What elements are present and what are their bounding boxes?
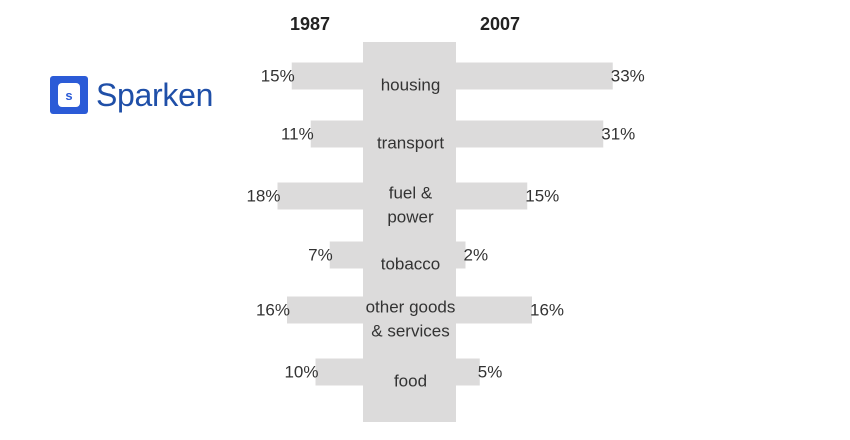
bar-left [310,120,363,148]
left-series-header: 1987 [290,14,330,34]
bar-left [329,241,363,269]
sparken-logo-text: Sparken [96,76,214,113]
data-label-right: 15% [525,186,559,205]
bar-right [456,358,480,386]
bar-left [277,182,363,210]
category-label: fuel & [389,183,433,202]
data-label-right: 2% [464,245,489,264]
category-label: food [394,371,427,390]
sparken-logo-letter: s [58,83,80,107]
bar-right [456,296,532,324]
bar-left [287,296,363,324]
sparken-logo-icon: s [50,76,88,114]
data-label-right: 5% [478,362,503,381]
right-series-header: 2007 [480,14,520,34]
bar-right [456,241,466,269]
data-label-right: 33% [611,66,645,85]
data-label-left: 18% [246,186,280,205]
category-label: other goods [366,297,456,316]
data-label-left: 16% [256,300,290,319]
data-label-left: 7% [308,245,333,264]
bar-right [456,62,613,90]
data-label-left: 15% [261,66,295,85]
category-label: housing [381,75,441,94]
category-label: tobacco [381,254,441,273]
category-label: & services [371,321,449,340]
bar-left [291,62,363,90]
center-column [363,42,456,422]
data-label-right: 31% [601,124,635,143]
category-label: transport [377,133,444,152]
data-label-right: 16% [530,300,564,319]
bar-right [456,182,528,210]
category-label: power [387,207,434,226]
data-label-left: 10% [284,362,318,381]
sparken-logo: s Sparken [50,76,213,114]
data-label-left: 11% [281,124,314,143]
bar-right [456,120,604,148]
bar-left [315,358,363,386]
